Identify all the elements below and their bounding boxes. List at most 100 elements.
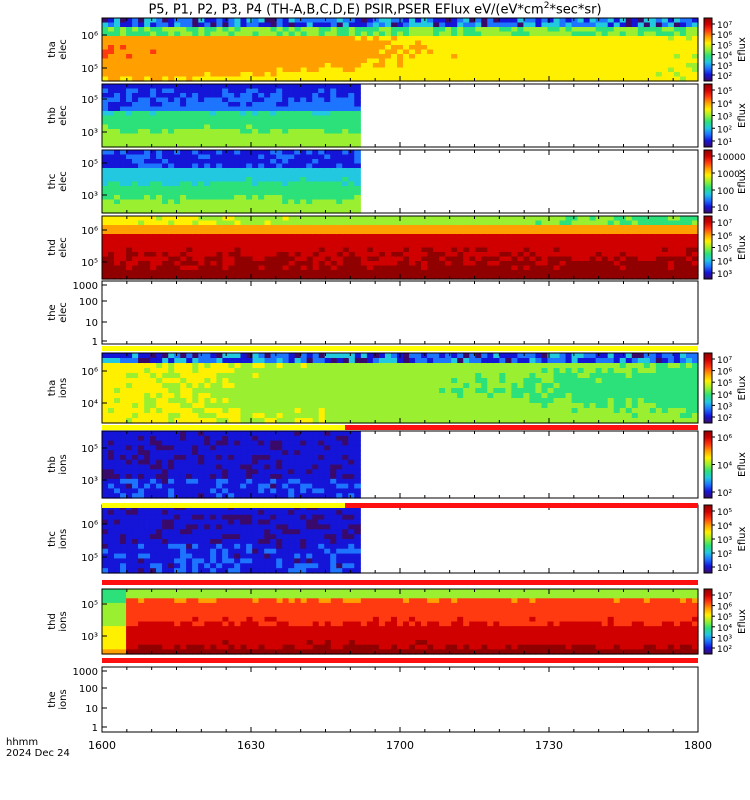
spectrogram-cell bbox=[138, 274, 145, 280]
spectrogram-cell bbox=[294, 418, 302, 424]
spectrogram-cell bbox=[451, 54, 458, 60]
spectrogram-cell bbox=[174, 36, 181, 42]
spectrogram-cell bbox=[180, 150, 187, 156]
spectrogram-cell bbox=[246, 54, 254, 60]
spectrogram-cell bbox=[102, 154, 109, 160]
colorbar-tick-label: 10¹ bbox=[717, 138, 732, 148]
spectrogram-cell bbox=[409, 220, 416, 226]
spectrogram-cell bbox=[270, 181, 277, 187]
spectrogram-cell bbox=[445, 225, 452, 231]
spectrogram-cell bbox=[481, 261, 488, 267]
panel-label: thdelec bbox=[47, 237, 69, 258]
spectrogram-cell bbox=[204, 199, 211, 205]
spectrogram-cell bbox=[252, 84, 259, 90]
spectrogram-cell bbox=[475, 54, 482, 60]
spectrogram-cell bbox=[108, 159, 115, 165]
spectrogram-cell bbox=[300, 186, 307, 192]
spectrogram-cell bbox=[469, 36, 476, 42]
spectrogram-cell bbox=[372, 274, 380, 280]
spectrogram-cell bbox=[168, 129, 175, 135]
spectrogram-cell bbox=[384, 393, 392, 399]
spectrogram-cell bbox=[216, 67, 223, 73]
spectrogram-cell bbox=[192, 398, 199, 404]
spectrogram-cell bbox=[192, 252, 199, 258]
spectrogram-cell bbox=[186, 120, 193, 126]
spectrogram-cell bbox=[270, 261, 278, 267]
spectrogram-cell bbox=[673, 31, 681, 37]
spectrogram-cell bbox=[583, 18, 591, 24]
spectrogram-cell bbox=[655, 225, 663, 231]
spectrogram-cell bbox=[571, 22, 579, 28]
spectrogram-cell bbox=[300, 172, 307, 178]
spectrogram-cell bbox=[348, 229, 356, 235]
spectrogram-cell bbox=[234, 88, 241, 94]
spectrogram-cell bbox=[360, 393, 368, 399]
spectrogram-cell bbox=[661, 54, 669, 60]
spectrogram-cell bbox=[186, 84, 193, 90]
spectrogram-cell bbox=[180, 172, 187, 178]
spectrogram-cell bbox=[312, 84, 319, 90]
spectrogram-cell bbox=[366, 216, 374, 222]
spectrogram-cell bbox=[613, 256, 621, 262]
spectrogram-cell bbox=[192, 120, 199, 126]
spectrogram-cell bbox=[396, 72, 404, 78]
spectrogram-cell bbox=[583, 76, 591, 82]
y-tick-label: 10⁶ bbox=[81, 226, 98, 237]
spectrogram-cell bbox=[192, 84, 199, 90]
spectrogram-cell bbox=[138, 163, 145, 169]
spectrogram-cell bbox=[469, 243, 476, 249]
spectrogram-cell bbox=[390, 229, 398, 235]
spectrogram-cell bbox=[499, 27, 506, 33]
spectrogram-cell bbox=[300, 168, 307, 174]
spectrogram-cell bbox=[204, 238, 211, 244]
spectrogram-cell bbox=[174, 186, 181, 192]
spectrogram-cell bbox=[601, 63, 609, 69]
spectrogram-cell bbox=[330, 93, 337, 99]
spectrogram-cell bbox=[162, 256, 169, 262]
spectrogram-cell bbox=[168, 84, 175, 90]
spectrogram-cell bbox=[354, 190, 361, 196]
spectrogram-cell bbox=[409, 238, 416, 244]
spectrogram-cell bbox=[132, 252, 139, 258]
spectrogram-cell bbox=[168, 186, 175, 192]
spectrogram-cell bbox=[114, 58, 121, 64]
spectrogram-cell bbox=[673, 40, 681, 46]
spectrogram-cell bbox=[210, 124, 217, 130]
spectrogram-cell bbox=[120, 45, 127, 51]
spectrogram-cell bbox=[126, 120, 133, 126]
species-label: elec bbox=[58, 39, 69, 60]
spectrogram-cell bbox=[174, 238, 181, 244]
spectrogram-cell bbox=[198, 40, 205, 46]
spectrogram-cell bbox=[282, 229, 290, 235]
spectrogram-cell bbox=[336, 54, 344, 60]
spectrogram-cell bbox=[535, 45, 543, 51]
spectrogram-cell bbox=[144, 27, 151, 33]
spectrogram-cell bbox=[120, 358, 127, 364]
spectrogram-cell bbox=[318, 154, 325, 160]
spectrogram-cell bbox=[264, 163, 271, 169]
spectrogram-cell bbox=[390, 36, 398, 42]
spectrogram-cell bbox=[258, 22, 266, 28]
spectrogram-cell bbox=[354, 398, 362, 404]
spectrogram-cell bbox=[318, 261, 326, 267]
spectrogram-cell bbox=[174, 393, 181, 399]
colorbar-tick-label: 10⁷ bbox=[717, 219, 732, 229]
spectrogram-cell bbox=[433, 63, 440, 69]
spectrogram-cell bbox=[613, 247, 621, 253]
spectrogram-cell bbox=[324, 358, 332, 364]
spectrogram-cell bbox=[409, 76, 416, 82]
spectrogram-cell bbox=[535, 63, 543, 69]
spectrogram-cell bbox=[625, 238, 633, 244]
spectrogram-cell bbox=[439, 270, 446, 276]
spectrogram-cell bbox=[457, 31, 464, 37]
spectrogram-cell bbox=[475, 256, 482, 262]
spectrogram-cell bbox=[294, 238, 302, 244]
spectrogram-cell bbox=[144, 181, 151, 187]
spectrogram-cell bbox=[144, 353, 151, 359]
spectrogram-cell bbox=[342, 190, 349, 196]
spectrogram-cell bbox=[348, 186, 355, 192]
spectrogram-cell bbox=[679, 36, 687, 42]
spectrogram-cell bbox=[547, 247, 555, 253]
spectrogram-cell bbox=[679, 58, 687, 64]
spectrogram-cell bbox=[354, 115, 361, 121]
